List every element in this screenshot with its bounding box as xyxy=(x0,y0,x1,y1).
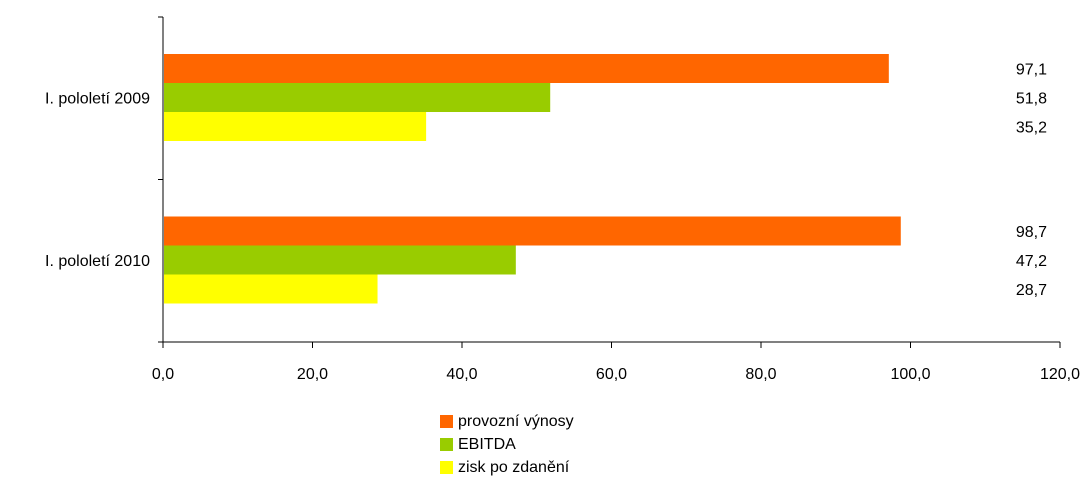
x-tick-label: 120,0 xyxy=(1040,366,1080,383)
x-tick-label: 80,0 xyxy=(745,366,776,383)
x-tick-label: 100,0 xyxy=(890,366,930,383)
data-label: 51,8 xyxy=(1016,91,1047,108)
data-label: 35,2 xyxy=(1016,120,1047,137)
data-label: 97,1 xyxy=(1016,62,1047,79)
legend-label-ebitda: EBITDA xyxy=(458,435,516,453)
x-tick-label: 20,0 xyxy=(297,366,328,383)
bar xyxy=(164,54,889,83)
legend-swatch-revenue xyxy=(440,415,453,428)
data-label: 28,7 xyxy=(1016,282,1047,299)
bar xyxy=(164,216,901,246)
legend-swatch-ebitda xyxy=(440,438,453,451)
x-tick-label: 60,0 xyxy=(596,366,627,383)
bar xyxy=(164,274,378,304)
legend-item-ebitda: EBITDA xyxy=(440,433,574,456)
data-label: 47,2 xyxy=(1016,253,1047,270)
data-label: 98,7 xyxy=(1016,224,1047,241)
legend-label-revenue: provozní výnosy xyxy=(458,412,574,430)
legend: provozní výnosy EBITDA zisk po zdanění xyxy=(440,410,574,479)
category-label: I. pololetí 2010 xyxy=(45,253,150,270)
bar xyxy=(164,112,427,141)
bar xyxy=(164,83,551,112)
legend-item-profit: zisk po zdanění xyxy=(440,456,574,479)
legend-swatch-profit xyxy=(440,461,453,474)
x-tick-label: 40,0 xyxy=(446,366,477,383)
category-label: I. pololetí 2009 xyxy=(45,91,150,108)
legend-item-revenue: provozní výnosy xyxy=(440,410,574,433)
legend-label-profit: zisk po zdanění xyxy=(458,458,570,476)
bar xyxy=(164,245,516,275)
bar-chart: 97,1 51,8 35,2 98,7 47,2 28,7 I. pololetí 200… xyxy=(45,16,1080,383)
x-tick-label: 0,0 xyxy=(152,366,174,383)
